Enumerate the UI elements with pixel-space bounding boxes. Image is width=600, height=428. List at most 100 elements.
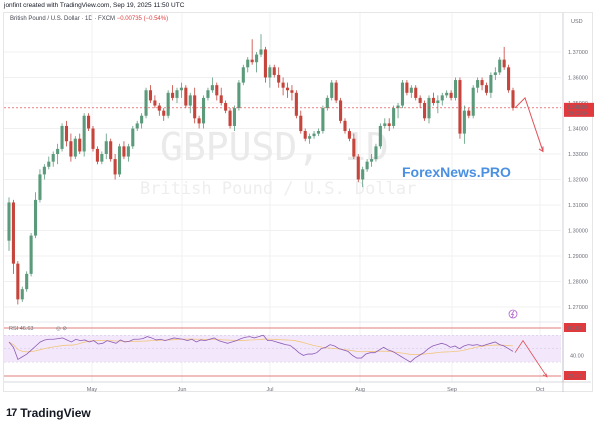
candle-body[interactable]	[449, 92, 453, 98]
candle-body[interactable]	[33, 199, 38, 236]
candle-body[interactable]	[20, 289, 24, 300]
candle-body[interactable]	[140, 115, 144, 124]
candle-body[interactable]	[215, 85, 219, 96]
candle-body[interactable]	[210, 85, 214, 91]
candle-body[interactable]	[511, 90, 515, 108]
candle-body[interactable]	[356, 156, 360, 180]
candle-body[interactable]	[361, 169, 365, 180]
candle-body[interactable]	[374, 146, 378, 160]
candle-body[interactable]	[47, 161, 51, 167]
candle-body[interactable]	[334, 82, 338, 101]
candle-body[interactable]	[423, 103, 427, 119]
candle-body[interactable]	[507, 67, 511, 91]
candle-body[interactable]	[38, 174, 42, 200]
candle-body[interactable]	[193, 95, 197, 119]
candle-body[interactable]	[87, 115, 91, 129]
rsi-settings-icon[interactable]: ◎ ⊘	[56, 326, 67, 332]
candle-body[interactable]	[489, 74, 493, 93]
candle-body[interactable]	[29, 235, 33, 274]
candle-body[interactable]	[458, 80, 462, 134]
candle-body[interactable]	[268, 67, 272, 78]
candle-body[interactable]	[246, 59, 250, 68]
candle-body[interactable]	[476, 80, 480, 88]
candle-body[interactable]	[153, 100, 157, 106]
candle-body[interactable]	[445, 92, 449, 96]
candle-body[interactable]	[277, 74, 281, 83]
candle-body[interactable]	[383, 123, 387, 126]
candle-body[interactable]	[303, 131, 307, 139]
candle-body[interactable]	[224, 103, 228, 111]
candle-body[interactable]	[241, 67, 245, 83]
candle-body[interactable]	[400, 82, 405, 106]
candle-body[interactable]	[219, 95, 223, 103]
candle-body[interactable]	[148, 90, 153, 101]
candle-body[interactable]	[272, 67, 276, 75]
candle-body[interactable]	[117, 146, 122, 175]
candle-body[interactable]	[467, 110, 471, 116]
candle-body[interactable]	[321, 108, 325, 132]
price-axis[interactable]: USD1.370001.360001.350001.340001.330001.…	[562, 13, 594, 382]
candle-body[interactable]	[157, 105, 161, 111]
candle-body[interactable]	[480, 80, 484, 86]
candle-body[interactable]	[294, 92, 298, 116]
candle-body[interactable]	[171, 92, 175, 98]
candle-body[interactable]	[56, 148, 60, 154]
candle-body[interactable]	[290, 90, 294, 93]
candle-body[interactable]	[339, 100, 343, 121]
candle-body[interactable]	[109, 141, 113, 160]
candle-body[interactable]	[51, 154, 55, 162]
candle-body[interactable]	[405, 82, 409, 93]
candle-body[interactable]	[113, 159, 117, 175]
candle-body[interactable]	[104, 141, 108, 154]
candle-body[interactable]	[100, 154, 104, 162]
candle-body[interactable]	[197, 118, 201, 124]
candle-body[interactable]	[453, 80, 458, 98]
candle-body[interactable]	[201, 97, 206, 124]
candle-body[interactable]	[409, 87, 413, 93]
candle-body[interactable]	[347, 131, 351, 139]
candle-body[interactable]	[162, 110, 166, 116]
candle-body[interactable]	[396, 105, 400, 109]
candle-body[interactable]	[387, 123, 391, 126]
candle-body[interactable]	[414, 87, 418, 98]
candle-body[interactable]	[131, 128, 135, 147]
lightning-icon[interactable]	[508, 309, 518, 319]
candle-body[interactable]	[82, 115, 86, 152]
candle-body[interactable]	[95, 148, 99, 162]
candle-body[interactable]	[60, 125, 64, 149]
candle-body[interactable]	[69, 141, 73, 157]
candle-body[interactable]	[126, 146, 130, 157]
candle-body[interactable]	[498, 59, 502, 73]
candle-body[interactable]	[184, 87, 188, 106]
candle-body[interactable]	[325, 97, 329, 109]
candle-body[interactable]	[135, 123, 139, 129]
candle-body[interactable]	[78, 138, 82, 152]
candle-body[interactable]	[308, 136, 312, 139]
candle-body[interactable]	[7, 202, 11, 241]
candle-body[interactable]	[431, 97, 435, 103]
candle-body[interactable]	[330, 82, 334, 98]
candle-body[interactable]	[343, 120, 347, 132]
candle-body[interactable]	[263, 49, 267, 78]
candle-body[interactable]	[42, 166, 46, 175]
candle-body[interactable]	[285, 87, 290, 91]
candle-body[interactable]	[418, 97, 422, 103]
candle-body[interactable]	[352, 138, 356, 157]
candle-body[interactable]	[365, 161, 369, 170]
candle-body[interactable]	[471, 87, 475, 116]
rsi-pane[interactable]: RSI 46.63 ◎ ⊘ 80.82 40.00 24.18	[4, 321, 586, 392]
candle-body[interactable]	[237, 82, 241, 109]
candle-body[interactable]	[462, 110, 466, 134]
forecast-arrow[interactable]	[514, 96, 544, 153]
tradingview-logo[interactable]: 17 TradingView	[6, 406, 91, 420]
candle-body[interactable]	[11, 202, 15, 264]
candle-body[interactable]	[64, 125, 69, 142]
time-axis[interactable]: May Jun Jul Aug Sep Oct	[4, 381, 591, 393]
candle-body[interactable]	[25, 273, 29, 290]
candle-body[interactable]	[369, 159, 374, 162]
candle-body[interactable]	[228, 110, 232, 126]
candle-body[interactable]	[188, 95, 192, 106]
candle-body[interactable]	[175, 90, 179, 98]
candle-body[interactable]	[281, 82, 285, 88]
